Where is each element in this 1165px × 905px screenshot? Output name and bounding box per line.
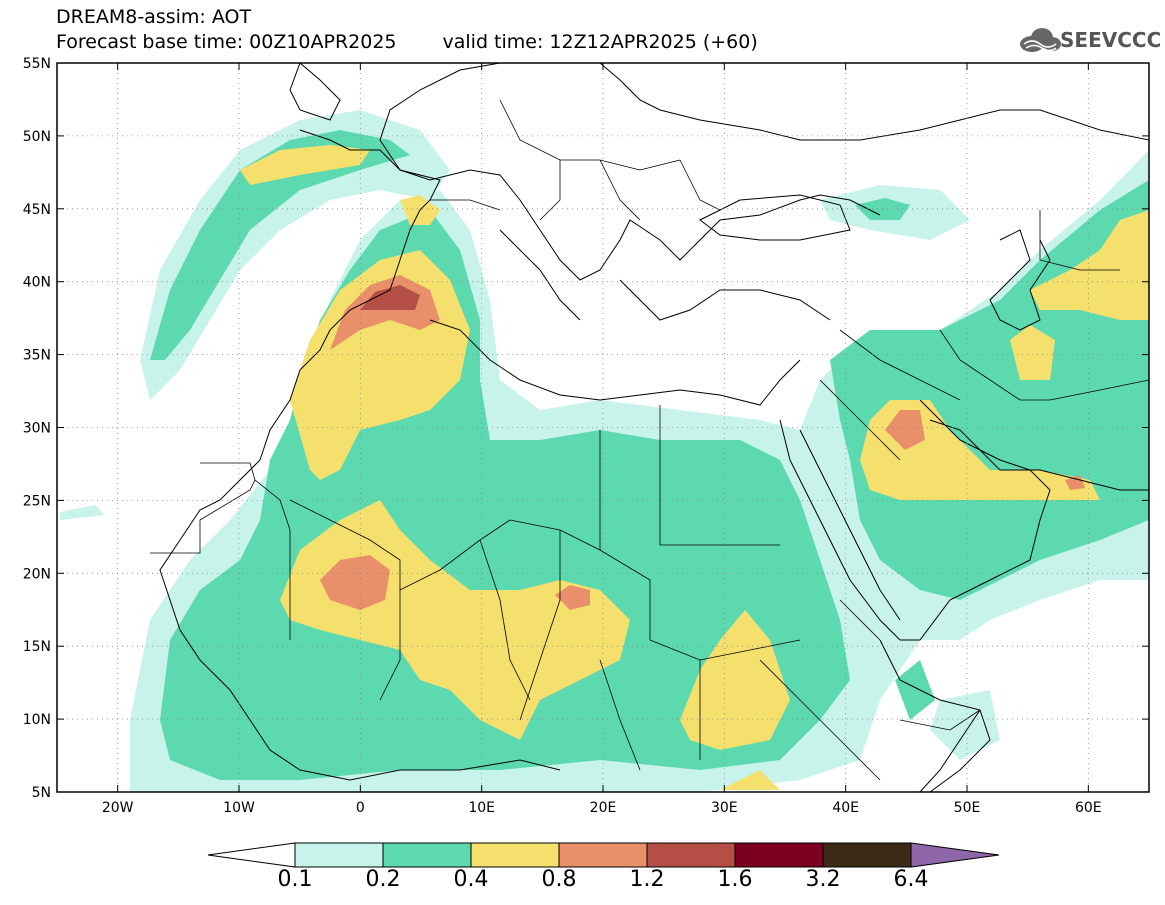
lon-tick-label: 60E	[1075, 800, 1102, 816]
lon-tick-label: 30E	[711, 800, 738, 816]
colorbar-level-label: 6.4	[893, 867, 929, 892]
base-time: Forecast base time: 00Z10APR2025	[56, 31, 397, 53]
chart-title: DREAM8-assim: AOT	[56, 6, 252, 28]
lon-tick-label: 0	[356, 800, 365, 816]
colorbar-level-label: 0.1	[277, 867, 313, 892]
colorbar-box	[294, 842, 384, 868]
colorbar-over-triangle	[910, 842, 1000, 868]
time-info: Forecast base time: 00Z10APR2025 valid ti…	[56, 31, 758, 53]
coastlines	[159, 63, 1149, 792]
borders	[150, 99, 1149, 781]
colorbar-level-label: 0.4	[453, 867, 489, 892]
colorbar-box	[646, 842, 736, 868]
lat-tick-label: 15N	[23, 639, 51, 655]
lat-tick-label: 20N	[23, 566, 51, 582]
lon-tick-label: 10E	[468, 800, 495, 816]
colorbar-level-label: 0.2	[365, 867, 401, 892]
colorbar-level-label: 1.6	[717, 867, 753, 892]
lon-tick-label: 40E	[832, 800, 859, 816]
cloud-icon	[1020, 28, 1061, 52]
gridlines	[57, 63, 1149, 792]
lat-tick-label: 45N	[23, 202, 51, 218]
colorbar-under-triangle	[207, 842, 296, 868]
lat-tick-label: 10N	[23, 712, 51, 728]
colorbar-box	[382, 842, 472, 868]
colorbar-box	[558, 842, 648, 868]
lat-tick-label: 40N	[23, 275, 51, 291]
colorbar-box	[734, 842, 824, 868]
lat-tick-label: 50N	[23, 129, 51, 145]
colorbar-box	[822, 842, 912, 868]
colorbar-box	[470, 842, 560, 868]
colorbar-level-label: 1.2	[629, 867, 665, 892]
lon-tick-label: 20E	[590, 800, 617, 816]
lat-tick-label: 30N	[23, 421, 51, 437]
logo-text: SEEVCCC	[1060, 28, 1162, 52]
lon-tick-label: 50E	[954, 800, 981, 816]
colorbar-level-label: 3.2	[805, 867, 841, 892]
valid-time: valid time: 12Z12APR2025 (+60)	[442, 31, 758, 53]
lon-tick-label: 20W	[102, 800, 134, 816]
axis-ticks: 55N 50N 45N 40N 35N 30N 25N 20N 15N 10N 5N 20W 10W 0 1…	[23, 56, 1149, 816]
lon-tick-label: 10W	[223, 800, 255, 816]
lat-tick-label: 5N	[32, 785, 51, 801]
colorbar-level-label: 0.8	[541, 867, 577, 892]
lat-tick-label: 35N	[23, 348, 51, 364]
aot-field	[60, 110, 1149, 792]
lat-tick-label: 55N	[23, 56, 51, 72]
lat-tick-label: 25N	[23, 493, 51, 509]
